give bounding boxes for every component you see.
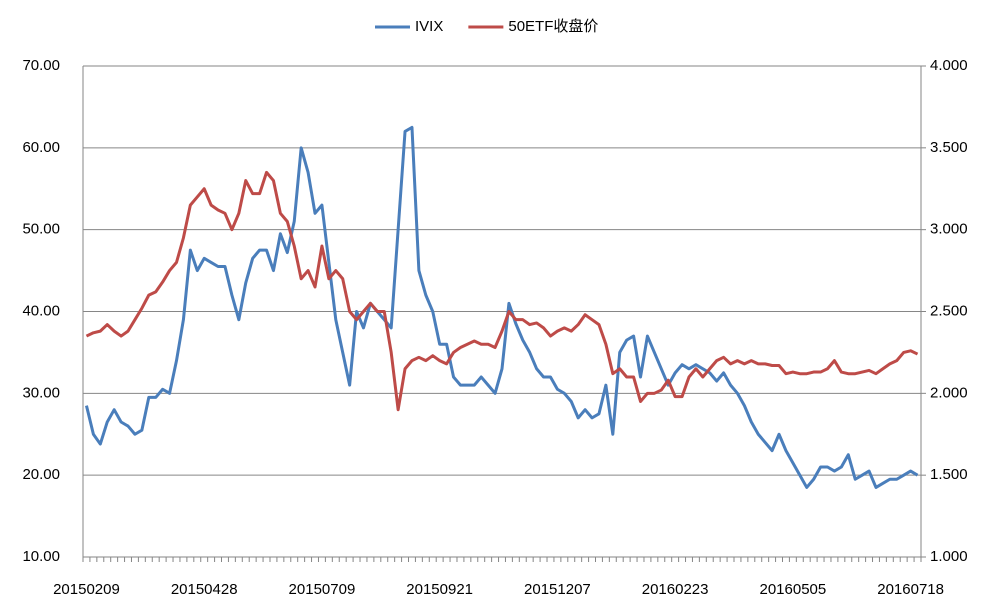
legend-label: 50ETF收盘价 (508, 17, 598, 35)
x-tick-label: 20160718 (877, 581, 944, 598)
y2-tick-label: 1.500 (930, 466, 968, 483)
y-tick-label: 50.00 (22, 221, 60, 238)
y2-tick-label: 2.500 (930, 302, 968, 319)
y-tick-label: 10.00 (22, 548, 60, 565)
x-tick-label: 20151207 (524, 581, 591, 598)
y-tick-label: 40.00 (22, 302, 60, 319)
series-line (85, 125, 919, 489)
x-tick-label: 20160223 (642, 581, 709, 598)
legend-label: IVIX (415, 18, 443, 35)
x-tick-label: 20160505 (760, 581, 827, 598)
x-tick-label: 20150709 (289, 581, 356, 598)
y-tick-label: 20.00 (22, 466, 60, 483)
y2-tick-label: 2.000 (930, 384, 968, 401)
y2-tick-label: 4.000 (930, 57, 968, 74)
y2-tick-label: 3.000 (930, 221, 968, 238)
y2-tick-label: 3.500 (930, 139, 968, 156)
x-tick-label: 20150921 (406, 581, 473, 598)
y-tick-label: 60.00 (22, 139, 60, 156)
y-tick-label: 70.00 (22, 57, 60, 74)
y2-tick-label: 1.000 (930, 548, 968, 565)
series-line (85, 170, 919, 412)
x-tick-label: 20150428 (171, 581, 238, 598)
y-tick-label: 30.00 (22, 384, 60, 401)
x-tick-label: 20150209 (53, 581, 120, 598)
